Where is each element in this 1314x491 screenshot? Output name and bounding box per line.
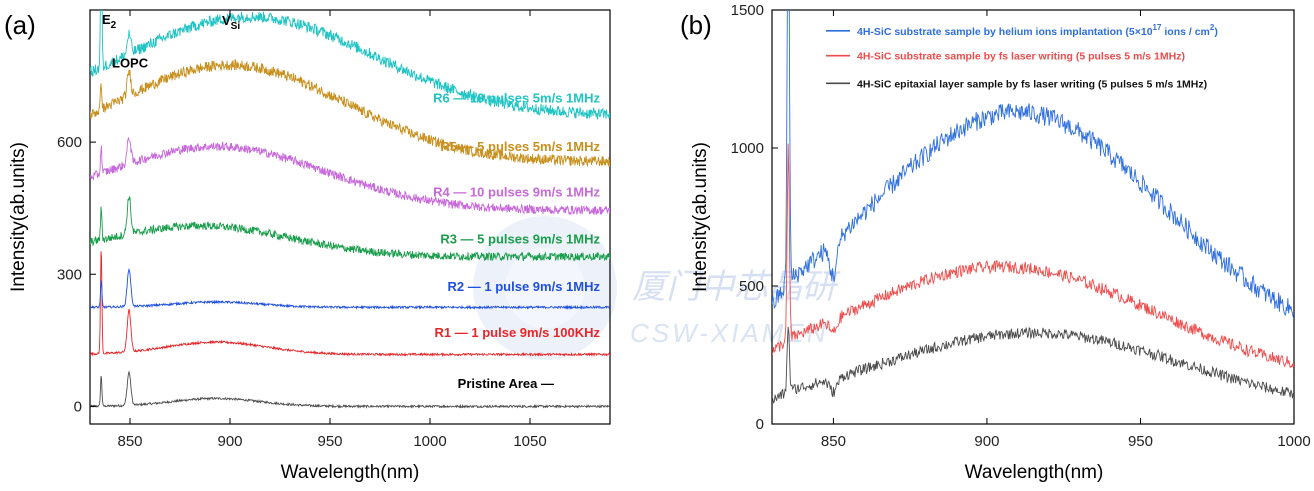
y-tick-label: 300 [57,266,82,283]
panel-b-axes: 850 900 950 1000 0 500 1000 1500 4H-SiC substrat… [731,2,1311,450]
series-label-1: R1 — 1 pulse 9m/s 100KHz [435,325,601,340]
panel-a-label: (a) [4,10,36,40]
series-label-2: R2 — 1 pulse 9m/s 1MHz [448,279,601,294]
watermark-main-text: 厦门中芯晶研 [632,268,841,306]
peak-label-1: LOPC [112,55,149,70]
panel-b-label: (b) [680,10,712,40]
y-tick-label: 1000 [731,140,764,157]
panel-b: (b) 850 900 950 1000 0 500 1000 1500 4H-SiC subs… [680,2,1311,483]
series-label-5: R5 — 5 pulses 5m/s 1MHz [440,139,600,154]
panel-a-axes: 850 900 950 1000 1050 0 300 600 Pristine Area — R… [57,10,601,450]
series-line-2 [772,143,1294,369]
panel-b-frame [771,9,1295,425]
x-tick-label: 850 [821,433,846,450]
series-line-3 [90,267,610,310]
x-tick-label: 1000 [1277,433,1310,450]
y-tick-label: 500 [739,278,764,295]
series-line-3 [772,326,1294,404]
x-tick-label: 900 [974,433,999,450]
x-tick-label: 1000 [413,433,446,450]
x-tick-label: 900 [217,433,242,450]
y-tick-label: 600 [57,134,82,151]
legend-entry-2: 4H-SiC epitaxial layer sample by fs lase… [857,78,1207,90]
series-label-0: Pristine Area — [458,376,554,391]
y-tick-label: 1500 [731,2,764,19]
watermark-logo-icon [473,216,617,360]
series-line-6 [90,59,610,168]
series-line-7 [90,10,610,120]
series-line-1 [772,10,1294,319]
series-label-3: R3 — 5 pulses 9m/s 1MHz [440,231,600,246]
series-label-4: R4 — 10 pulses 9m/s 1MHz [433,185,600,200]
panel-a-plot-area [90,10,610,409]
legend-entry-0: 4H-SiC substrate sample by helium ions i… [857,23,1218,38]
panel-b-x-axis-title: Wavelength(nm) [965,462,1104,483]
y-tick-label: 0 [756,416,764,433]
series-line-5 [90,136,610,216]
peak-label-0: E2 [102,12,117,31]
panel-a-frame [89,9,611,425]
x-tick-label: 850 [117,433,142,450]
series-line-4 [90,196,610,262]
panel-b-plot-area [772,10,1294,404]
panel-a-x-axis-title: Wavelength(nm) [281,462,420,483]
series-label-6: R6 — 10 pulses 5m/s 1MHz [433,90,600,105]
legend-entry-1: 4H-SiC substrate sample by fs laser writ… [857,51,1185,63]
y-tick-label: 0 [74,398,82,415]
x-tick-label: 950 [317,433,342,450]
series-line-2 [90,251,610,358]
series-line-1 [90,370,610,409]
panel-a-y-axis-title: Intensity(ab.units) [8,142,29,292]
panel-a: (a) 850 900 950 1000 1050 0 300 600 Pristine Are… [4,9,611,483]
x-tick-label: 950 [1128,433,1153,450]
x-tick-label: 1050 [513,433,546,450]
panel-b-y-axis-title: Intensity(ab.units) [690,142,711,292]
